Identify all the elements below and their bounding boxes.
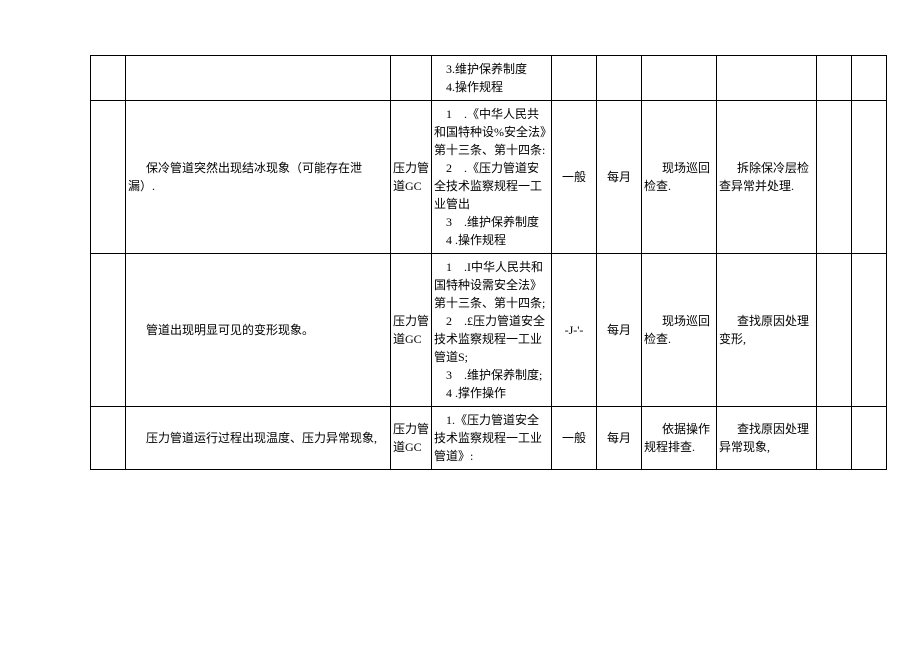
cell-extra1: [817, 56, 852, 101]
cell-method: 现场巡回检查.: [642, 101, 717, 254]
cell-extra2: [852, 407, 887, 470]
cell-seq: [91, 407, 126, 470]
basis-line: 2 .£压力管道安全技术监察规程一工业管道S;: [434, 312, 549, 366]
cell-desc: 保冷管道突然出现结冰现象（可能存在泄漏）.: [126, 101, 391, 254]
cell-method: 现场巡回检查.: [642, 254, 717, 407]
cell-basis: 1 .I中华人民共和国特种设需安全法》第十三条、第十四条; 2 .£压力管道安全…: [432, 254, 552, 407]
cell-extra2: [852, 101, 887, 254]
cell-type: [391, 56, 432, 101]
cell-extra1: [817, 254, 852, 407]
cell-type: 压力管道GC: [391, 254, 432, 407]
cell-freq: [597, 56, 642, 101]
cell-basis: 1.《压力管道安全技术监察规程一工业管道》:: [432, 407, 552, 470]
basis-line: 1.《压力管道安全技术监察规程一工业管道》:: [434, 411, 549, 465]
cell-seq: [91, 56, 126, 101]
basis-line: 3 .维护保养制度: [434, 213, 549, 231]
table-body: 3.维护保养制度 4.操作规程 保冷管道突然出现结冰现象（可能存在泄漏）. 压力…: [91, 56, 887, 470]
cell-extra1: [817, 101, 852, 254]
basis-line: 4 .撑作操作: [434, 384, 549, 402]
basis-line: 4 .操作规程: [434, 231, 549, 249]
cell-action: 查找原因处理变形,: [717, 254, 817, 407]
cell-action: 拆除保冷层检查异常并处理.: [717, 101, 817, 254]
basis-line: 1 .I中华人民共和国特种设需安全法》第十三条、第十四条;: [434, 258, 549, 312]
basis-line: 3.维护保养制度: [434, 60, 549, 78]
inspection-table: 3.维护保养制度 4.操作规程 保冷管道突然出现结冰现象（可能存在泄漏）. 压力…: [90, 55, 887, 470]
cell-freq: 每月: [597, 254, 642, 407]
cell-basis: 1 .《中华人民共和国特种设%安全法》第十三条、第十四条: 2 .《压力管道安全…: [432, 101, 552, 254]
document-page: 3.维护保养制度 4.操作规程 保冷管道突然出现结冰现象（可能存在泄漏）. 压力…: [0, 0, 920, 651]
table-row: 3.维护保养制度 4.操作规程: [91, 56, 887, 101]
cell-freq: 每月: [597, 101, 642, 254]
cell-action: 查找原因处理异常现象,: [717, 407, 817, 470]
cell-method: [642, 56, 717, 101]
cell-seq: [91, 101, 126, 254]
cell-desc: [126, 56, 391, 101]
table-row: 压力管道运行过程出现温度、压力异常现象, 压力管道GC 1.《压力管道安全技术监…: [91, 407, 887, 470]
basis-line: 2 .《压力管道安全技术监察规程一工业管出: [434, 159, 549, 213]
cell-desc: 管道出现明显可见的变形现象。: [126, 254, 391, 407]
cell-level: 一般: [552, 101, 597, 254]
cell-action: [717, 56, 817, 101]
basis-line: 4.操作规程: [434, 78, 549, 96]
cell-type: 压力管道GC: [391, 101, 432, 254]
table-row: 保冷管道突然出现结冰现象（可能存在泄漏）. 压力管道GC 1 .《中华人民共和国…: [91, 101, 887, 254]
cell-basis: 3.维护保养制度 4.操作规程: [432, 56, 552, 101]
cell-seq: [91, 254, 126, 407]
cell-extra2: [852, 56, 887, 101]
cell-extra1: [817, 407, 852, 470]
cell-level: -J-'-: [552, 254, 597, 407]
cell-extra2: [852, 254, 887, 407]
cell-method: 依据操作规程排查.: [642, 407, 717, 470]
cell-desc: 压力管道运行过程出现温度、压力异常现象,: [126, 407, 391, 470]
basis-line: 3 .维护保养制度;: [434, 366, 549, 384]
cell-type: 压力管道GC: [391, 407, 432, 470]
basis-line: 1 .《中华人民共和国特种设%安全法》第十三条、第十四条:: [434, 105, 549, 159]
cell-freq: 每月: [597, 407, 642, 470]
cell-level: [552, 56, 597, 101]
cell-level: 一般: [552, 407, 597, 470]
table-row: 管道出现明显可见的变形现象。 压力管道GC 1 .I中华人民共和国特种设需安全法…: [91, 254, 887, 407]
